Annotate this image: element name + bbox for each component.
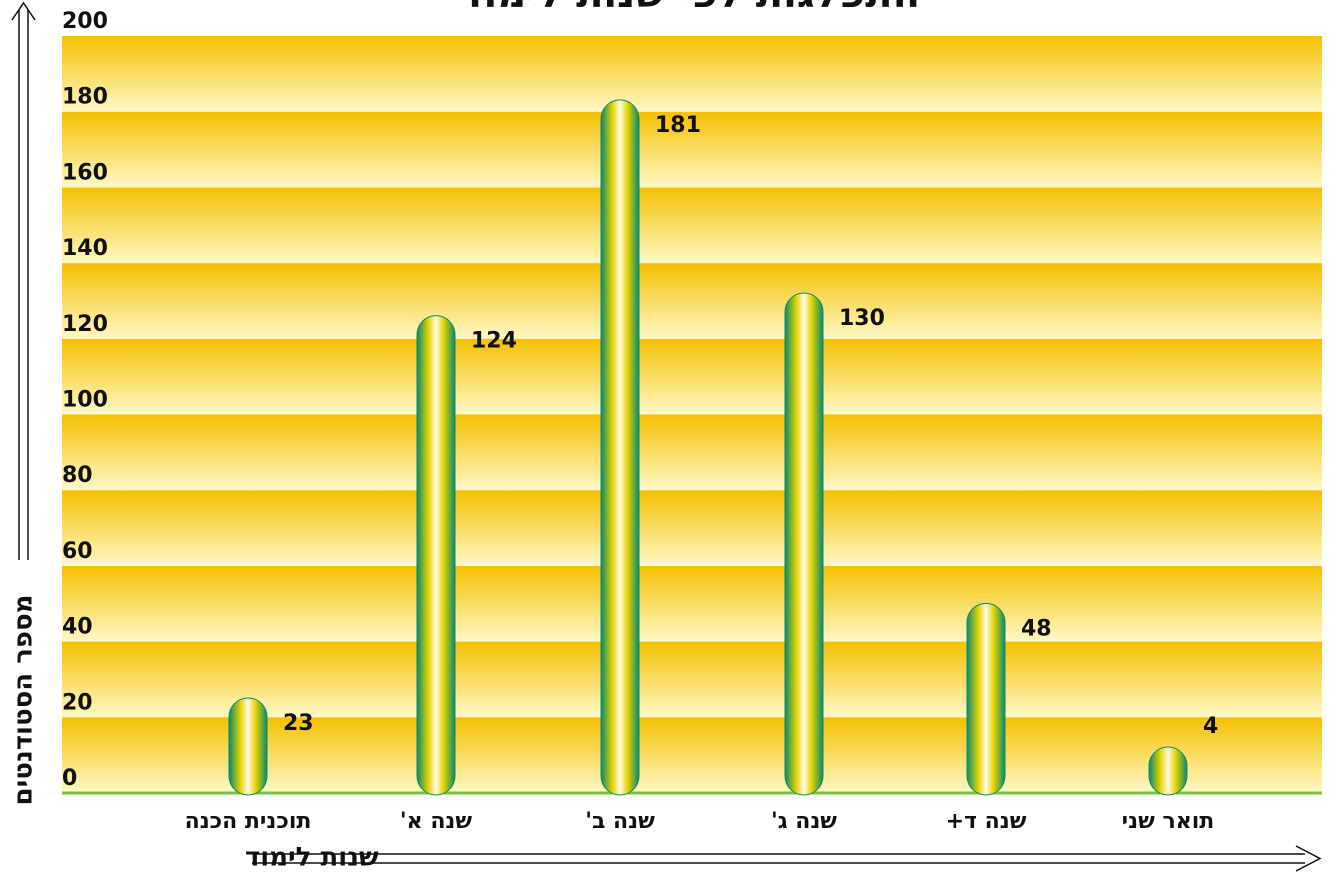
y-tick-label: 40 xyxy=(62,615,93,640)
x-tick-label: שנה ג' xyxy=(771,809,837,834)
value-label: 181 xyxy=(655,113,701,138)
x-axis-arrow xyxy=(252,845,1322,872)
grid-band xyxy=(62,565,1322,642)
grid-band xyxy=(62,36,1322,112)
x-axis-label: שנות לימוד xyxy=(245,843,379,873)
y-tick-label: 200 xyxy=(62,9,108,34)
grid-band xyxy=(62,414,1322,491)
bar xyxy=(784,292,824,796)
grid-band xyxy=(62,111,1322,188)
grid-band xyxy=(62,641,1322,718)
value-label: 130 xyxy=(839,306,885,331)
y-tick-label: 20 xyxy=(62,690,93,715)
x-tick-label: שנה א' xyxy=(400,809,472,834)
y-tick-label: 80 xyxy=(62,463,93,488)
y-axis-label: מספר הסטודנטים xyxy=(9,595,39,806)
y-tick-label: 140 xyxy=(62,236,108,261)
bar xyxy=(416,315,456,796)
y-tick-label: 180 xyxy=(62,85,108,110)
value-label: 23 xyxy=(283,711,314,736)
y-axis-arrow xyxy=(11,1,36,560)
y-tick-label: 160 xyxy=(62,160,108,185)
value-label: 48 xyxy=(1021,616,1052,641)
x-tick-label: שנה ב' xyxy=(585,809,655,834)
y-tick-label: 60 xyxy=(62,539,93,564)
bar xyxy=(966,602,1006,796)
value-label: 124 xyxy=(471,329,517,354)
x-tick-label: תוכנית הכנה xyxy=(185,809,312,834)
bar xyxy=(228,697,268,796)
y-tick-label: 0 xyxy=(62,766,77,791)
x-tick-label: שנה ד+ xyxy=(946,809,1027,834)
chart-title: התפלגות לפי שנות לימוד xyxy=(460,0,920,17)
grid-band xyxy=(62,338,1322,415)
bar xyxy=(600,99,640,796)
grid-band xyxy=(62,263,1322,339)
bar xyxy=(1148,746,1188,796)
value-label: 4 xyxy=(1203,714,1218,739)
grid-band xyxy=(62,490,1322,566)
x-tick-label: תואר שני xyxy=(1122,809,1215,834)
y-tick-label: 100 xyxy=(62,388,108,413)
grid-band xyxy=(62,187,1322,264)
y-tick-label: 120 xyxy=(62,312,108,337)
grid-band xyxy=(62,717,1322,793)
